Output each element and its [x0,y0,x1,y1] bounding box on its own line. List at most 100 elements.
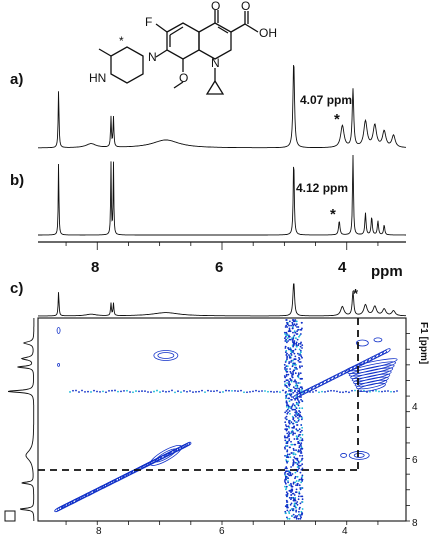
water-ridge-point [298,467,300,470]
water-ridge-point [286,516,288,519]
water-ridge-point [298,445,301,447]
water-horizontal-ridge-point [387,390,389,392]
water-horizontal-ridge-point [237,390,239,393]
atom-f: F [145,15,152,29]
water-ridge-point [299,431,302,433]
water-horizontal-ridge-point [318,391,320,394]
atom-n-ring: N [211,56,220,70]
water-horizontal-ridge-point [279,391,281,393]
water-ridge-point [286,403,289,405]
water-ridge-point [294,379,296,382]
water-ridge-point [285,467,288,470]
water-horizontal-ridge-point [105,391,107,394]
water-ridge-point [286,321,288,324]
water-ridge-point [286,408,289,411]
water-ridge-point [297,359,300,362]
water-ridge-point [293,320,296,323]
water-ridge-point [292,418,295,421]
spectrum-a-trace [38,64,406,149]
water-ridge-point [299,333,302,335]
water-ridge-point [294,363,297,366]
f1-tick-8: 8 [412,518,418,529]
water-horizontal-ridge-point [276,390,278,393]
diagonal-aliphatic-contour [319,380,327,386]
water-ridge-point [283,337,286,340]
water-horizontal-ridge-point [120,390,122,393]
water-ridge-point [299,436,302,439]
diagonal-aliphatic-contour [349,365,357,371]
water-ridge-point [287,480,289,482]
water-ridge-point [298,335,300,338]
water-ridge-point [290,372,293,375]
chemical-structure [98,10,259,95]
water-ridge-point [298,418,300,421]
water-ridge-point [285,401,288,404]
water-ridge-point [294,421,297,424]
water-ridge-point [286,326,289,328]
water-ridge-point [287,340,289,342]
water-horizontal-ridge-point [129,391,131,393]
water-ridge-point [297,480,300,482]
water-ridge-point [287,354,290,356]
water-ridge-point [284,366,286,369]
water-horizontal-ridge-point [345,390,347,393]
water-ridge-point [296,436,299,439]
water-ridge-point [284,384,287,387]
water-ridge-point [298,464,301,467]
water-ridge-point [294,331,297,334]
water-ridge-point [301,327,303,330]
panel-c-label: c) [10,280,23,297]
water-ridge-point [287,407,290,410]
water-ridge-point [290,348,292,351]
water-ridge-point [293,498,295,501]
water-ridge-point [292,422,295,425]
water-ridge-point [294,408,297,411]
water-ridge-point [289,355,292,358]
water-ridge-point [286,449,289,452]
water-ridge-point [300,445,302,447]
aliphatic-contour [353,373,391,385]
water-ridge-point [296,411,298,414]
water-ridge-point [285,415,288,418]
water-horizontal-ridge-point [246,391,248,394]
water-ridge-point [294,515,297,517]
water-horizontal-ridge-point [333,389,335,392]
water-ridge-point [288,426,291,429]
water-ridge-point [290,508,293,510]
water-ridge-point [292,344,295,347]
panel-c-marker: * [353,286,359,301]
water-ridge-point [292,447,295,450]
water-ridge-point [293,358,296,361]
aliphatic-contour [351,370,392,382]
water-ridge-point [288,517,291,520]
water-ridge-point [294,387,297,390]
water-ridge-point [291,323,294,326]
water-ridge-point [292,513,295,516]
water-ridge-point [285,404,288,407]
water-horizontal-ridge-point [390,390,392,393]
water-ridge-point [300,415,303,418]
water-ridge-point [297,495,300,498]
water-ridge-point [285,354,288,356]
diagonal-aliphatic-contour [375,352,384,358]
projection-box-icon [4,510,16,522]
water-ridge-point [293,456,296,459]
water-ridge-point [285,405,288,408]
water-horizontal-ridge-point [78,391,80,393]
water-ridge-point [287,431,290,433]
water-ridge-point [288,362,290,365]
water-ridge-point [285,341,288,344]
water-ridge-point [295,480,298,482]
water-ridge-point [297,376,300,379]
water-ridge-point [300,351,302,354]
water-ridge-point [289,509,292,512]
water-ridge-point [285,454,288,457]
water-ridge-point [301,344,304,347]
water-ridge-point [301,478,304,481]
water-ridge-point [297,417,299,419]
water-ridge-point [291,319,294,321]
water-ridge-point [292,341,294,344]
water-ridge-point [299,471,302,474]
water-ridge-point [284,512,287,515]
water-ridge-point [291,321,294,324]
